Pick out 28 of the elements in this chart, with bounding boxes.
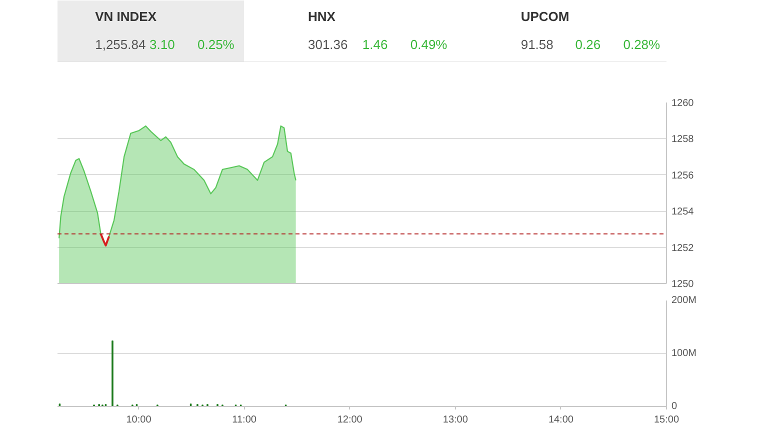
y-tick-label: 1258 [672,134,694,146]
x-tick-label: 13:00 [442,414,468,426]
x-tick-label: 15:00 [654,414,680,426]
text: 0.25% [197,37,235,52]
text: HNX [308,9,336,24]
text: 0.26 [575,37,601,52]
y-tick-label: 100M [672,348,697,359]
text: 0.28% [623,37,661,52]
y-tick-label: 1256 [672,170,694,182]
text: 3.10 [150,37,175,52]
y-tick-label: 0 [672,401,678,412]
y-tick-label: 200M [672,295,697,306]
y-tick-label: 1260 [672,98,694,109]
text: 91.58 [520,37,554,52]
y-tick-label: 1250 [672,279,694,290]
line-series [100,232,110,246]
text: VN INDEX [95,9,157,24]
x-tick-label: 12:00 [337,414,363,426]
text: UPCOM [520,9,570,24]
text: 0.49% [410,37,448,52]
x-tick-label: 14:00 [548,414,574,426]
text: 1.46 [362,37,388,52]
y-tick-label: 1254 [672,206,694,218]
x-tick-label: 10:00 [126,414,152,426]
text: 1,255.84 [95,37,146,52]
y-tick-label: 1252 [672,242,694,254]
text: 301.36 [308,37,348,52]
x-tick-label: 11:00 [232,414,257,426]
